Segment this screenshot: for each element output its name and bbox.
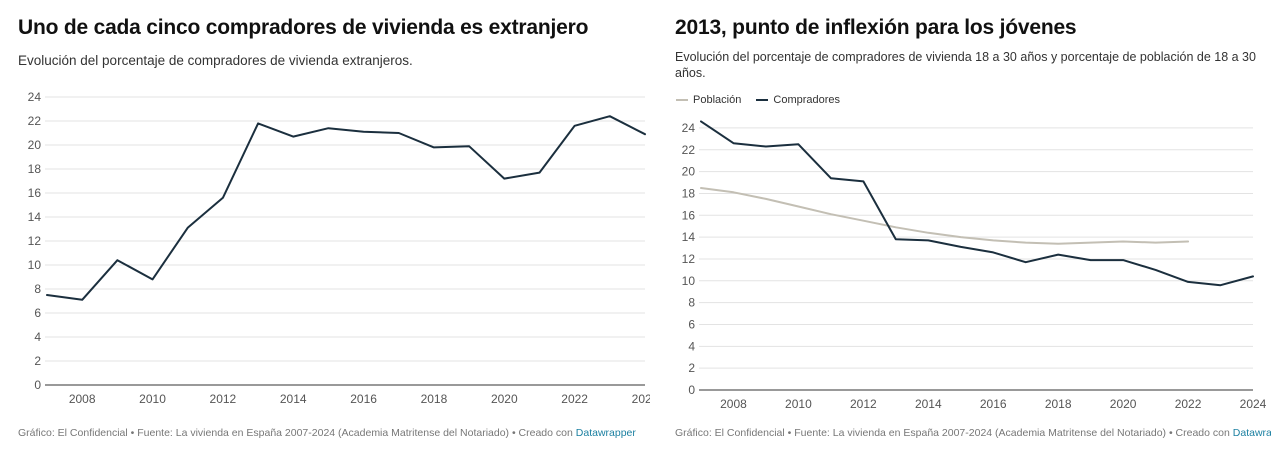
chart-title: Uno de cada cinco compradores de viviend… (18, 16, 589, 39)
y-tick-label: 18 (28, 162, 42, 176)
legend-swatch-poblacion (676, 99, 688, 101)
x-tick-label: 2012 (210, 392, 237, 406)
datawrapper-link[interactable]: Datawrapper (1232, 427, 1271, 439)
y-tick-label: 0 (688, 383, 695, 397)
y-tick-label: 0 (34, 378, 41, 392)
y-tick-label: 10 (682, 274, 696, 288)
y-tick-label: 20 (682, 165, 696, 179)
x-tick-label: 2022 (1175, 397, 1202, 411)
series-line-poblaci-n (700, 187, 1190, 245)
y-tick-label: 10 (28, 258, 42, 272)
y-tick-label: 20 (28, 138, 42, 152)
x-tick-label: 2014 (915, 397, 942, 411)
y-tick-label: 22 (28, 114, 42, 128)
x-tick-label: 2022 (561, 392, 588, 406)
chart-title: 2013, punto de inflexión para los jóvene… (675, 16, 1077, 39)
x-tick-label: 2012 (850, 397, 877, 411)
y-tick-label: 16 (682, 208, 696, 222)
footer-credit: Gráfico: El Confidencial • Fuente: La vi… (18, 427, 573, 439)
x-tick-label: 2016 (980, 397, 1007, 411)
x-tick-label: 2018 (1045, 397, 1072, 411)
y-tick-label: 4 (688, 339, 695, 353)
series-line-main (46, 115, 646, 301)
y-tick-label: 24 (682, 121, 696, 135)
chart-panel-young-buyers: 2013, punto de inflexión para los jóvene… (660, 0, 1271, 453)
chart-subtitle: Evolución del porcentaje de compradores … (675, 50, 1256, 80)
x-tick-label: 2008 (720, 397, 747, 411)
y-tick-label: 2 (688, 361, 695, 375)
chart-panel-foreign-buyers: Uno de cada cinco compradores de viviend… (18, 16, 650, 439)
x-tick-label: 2008 (69, 392, 96, 406)
x-tick-label: 2024 (1240, 397, 1267, 411)
series-line-compradores (700, 120, 1254, 287)
y-tick-label: 12 (28, 234, 42, 248)
x-tick-label: 2016 (350, 392, 377, 406)
x-tick-label: 2010 (139, 392, 166, 406)
y-tick-label: 2 (34, 354, 41, 368)
legend-label: Población (693, 94, 742, 106)
x-tick-label: 2024 (632, 392, 650, 406)
x-tick-label: 2020 (1110, 397, 1137, 411)
y-tick-label: 6 (34, 306, 41, 320)
legend-label: Compradores (773, 94, 841, 106)
y-tick-label: 8 (688, 296, 695, 310)
y-tick-label: 12 (682, 252, 696, 266)
footer-credit: Gráfico: El Confidencial • Fuente: La vi… (675, 427, 1230, 439)
legend-swatch-compradores (756, 99, 769, 101)
legend-item-compradores: Compradores (756, 94, 840, 106)
y-tick-label: 16 (28, 186, 42, 200)
datawrapper-link[interactable]: Datawrapper (575, 427, 636, 439)
x-tick-label: 2014 (280, 392, 307, 406)
legend-item-poblacion: Población (676, 94, 741, 106)
y-tick-label: 14 (682, 230, 696, 244)
y-tick-label: 4 (34, 330, 41, 344)
x-tick-label: 2010 (785, 397, 812, 411)
x-tick-label: 2020 (491, 392, 518, 406)
x-tick-label: 2018 (421, 392, 448, 406)
y-tick-label: 24 (28, 90, 42, 104)
y-tick-label: 8 (34, 282, 41, 296)
y-tick-label: 14 (28, 210, 42, 224)
chart-legend: Población Compradores (676, 92, 852, 106)
y-tick-label: 18 (682, 186, 696, 200)
y-tick-label: 22 (682, 143, 696, 157)
chart-footer: Gráfico: El Confidencial • Fuente: La vi… (675, 427, 1271, 439)
chart-subtitle: Evolución del porcentaje de compradores … (18, 53, 413, 68)
y-tick-label: 6 (688, 317, 695, 331)
chart-footer: Gráfico: El Confidencial • Fuente: La vi… (18, 427, 636, 439)
